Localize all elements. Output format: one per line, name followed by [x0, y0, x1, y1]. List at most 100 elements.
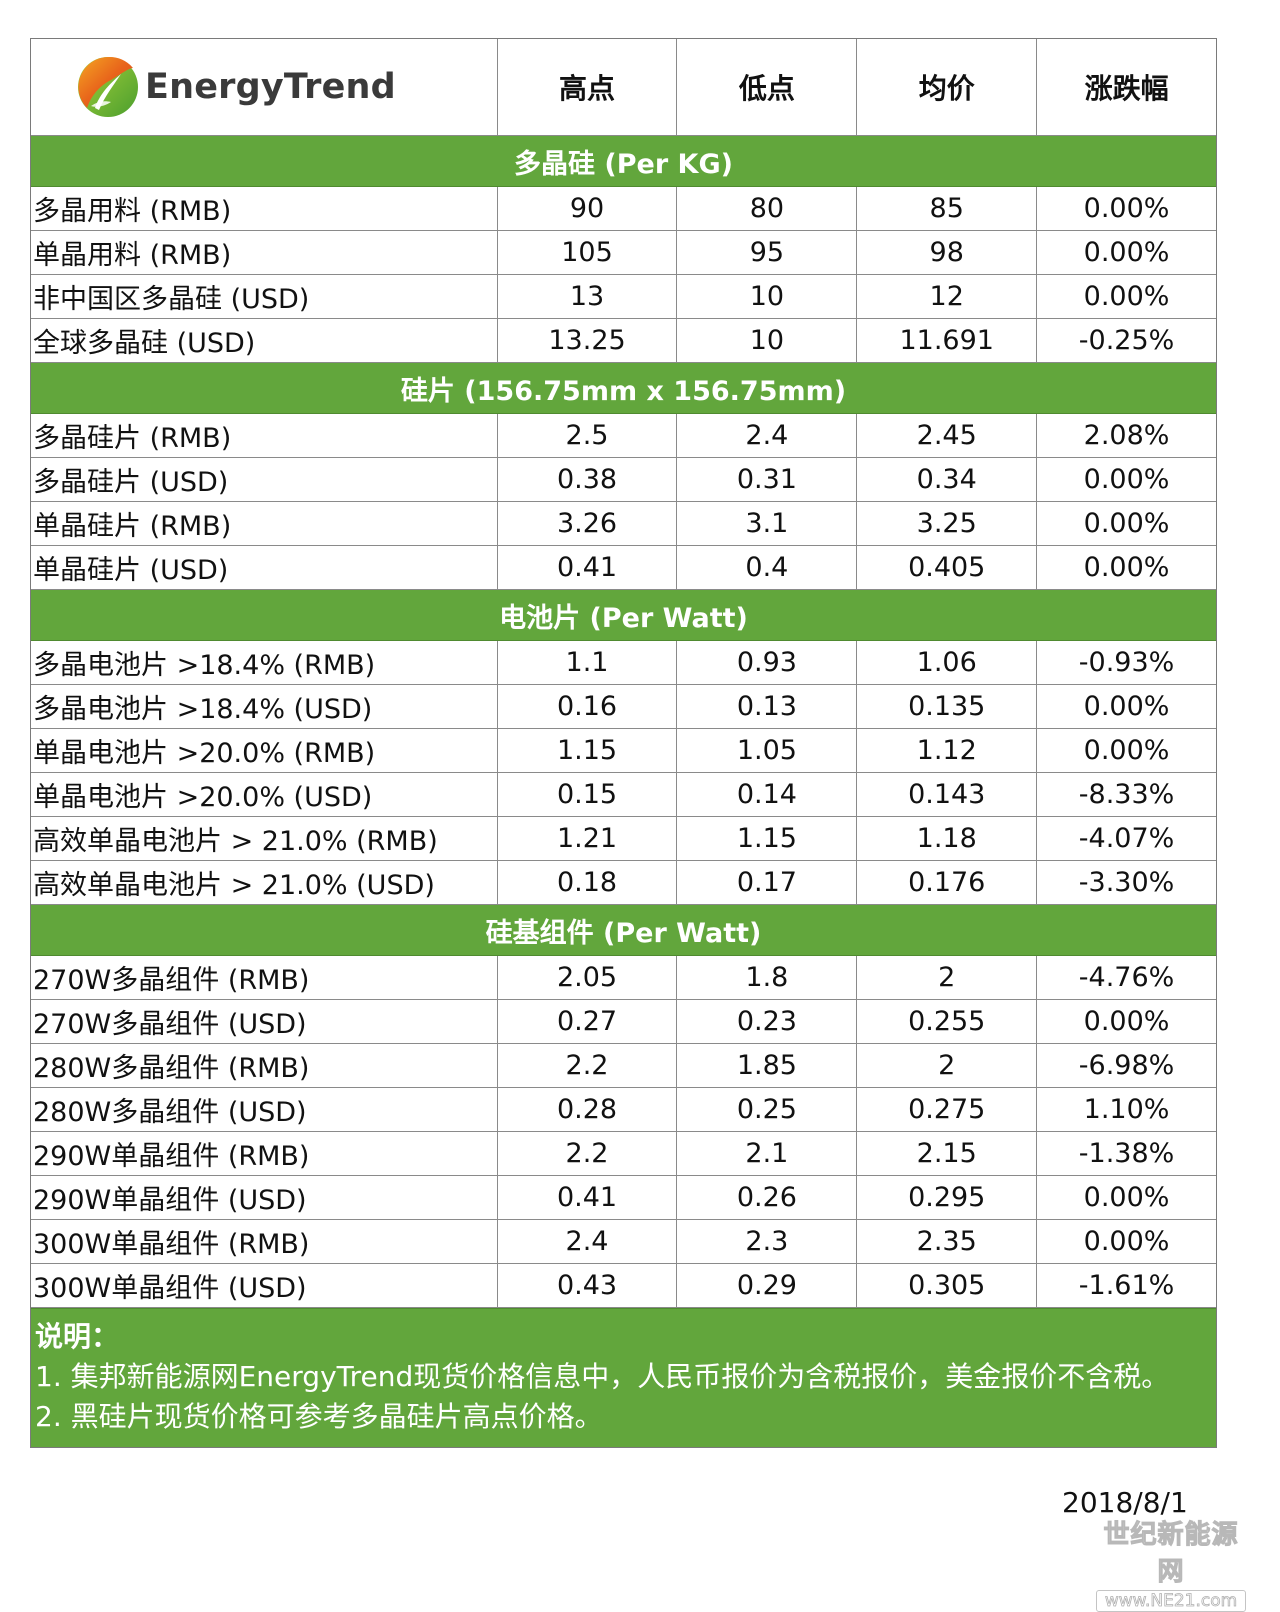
low-price: 0.14 [677, 773, 858, 816]
high-price: 1.15 [498, 729, 678, 772]
average-price: 12 [857, 275, 1038, 318]
average-price: 0.135 [857, 685, 1038, 728]
table-row: 高效单晶电池片 > 21.0% (USD) 0.18 0.17 0.176 -3… [31, 861, 1216, 905]
high-price: 0.43 [498, 1264, 678, 1307]
product-name: 多晶硅片 (RMB) [31, 414, 498, 457]
product-name: 多晶用料 (RMB) [31, 187, 498, 230]
table-header-row: EnergyTrend 高点 低点 均价 涨跌幅 [31, 39, 1216, 136]
watermark-title: 世纪新能源网 [1103, 1520, 1239, 1588]
high-price: 0.38 [498, 458, 678, 501]
logo: EnergyTrend [31, 39, 498, 135]
high-price: 0.15 [498, 773, 678, 816]
low-price: 3.1 [677, 502, 858, 545]
table-row: 高效单晶电池片 > 21.0% (RMB) 1.21 1.15 1.18 -4.… [31, 817, 1216, 861]
table-row: 单晶硅片 (USD) 0.41 0.4 0.405 0.00% [31, 546, 1216, 590]
table-row: 280W多晶组件 (RMB) 2.2 1.85 2 -6.98% [31, 1044, 1216, 1088]
product-name: 300W单晶组件 (RMB) [31, 1220, 498, 1263]
high-price: 2.05 [498, 956, 678, 999]
table-row: 300W单晶组件 (USD) 0.43 0.29 0.305 -1.61% [31, 1264, 1216, 1308]
column-header-low: 低点 [677, 39, 858, 135]
high-price: 2.5 [498, 414, 678, 457]
high-price: 90 [498, 187, 678, 230]
product-name: 单晶电池片 >20.0% (USD) [31, 773, 498, 816]
average-price: 3.25 [857, 502, 1038, 545]
watermark: 世纪新能源网 www.NE21.com [1096, 1514, 1246, 1612]
high-price: 1.1 [498, 641, 678, 684]
low-price: 0.4 [677, 546, 858, 589]
average-price: 2 [857, 1044, 1038, 1087]
product-name: 非中国区多晶硅 (USD) [31, 275, 498, 318]
table-row: 多晶电池片 >18.4% (USD) 0.16 0.13 0.135 0.00% [31, 685, 1216, 729]
column-header-average: 均价 [857, 39, 1038, 135]
price-change: 0.00% [1083, 735, 1170, 766]
section-header-modules: 硅基组件 (Per Watt) [31, 905, 1216, 956]
price-change: -0.93% [1078, 647, 1175, 678]
product-name: 高效单晶电池片 > 21.0% (USD) [31, 861, 498, 904]
high-price: 2.2 [498, 1132, 678, 1175]
low-price: 2.4 [677, 414, 858, 457]
leaf-circle-logo-icon [77, 56, 139, 118]
price-change: 0.00% [1083, 508, 1170, 539]
table-row: 多晶电池片 >18.4% (RMB) 1.1 0.93 1.06 -0.93% [31, 641, 1216, 685]
column-header-change: 涨跌幅 [1084, 72, 1169, 105]
average-price: 0.275 [857, 1088, 1038, 1131]
price-change: 0.00% [1083, 552, 1170, 583]
high-price: 0.18 [498, 861, 678, 904]
product-name: 280W多晶组件 (USD) [31, 1088, 498, 1131]
price-change: -6.98% [1078, 1050, 1175, 1081]
table-row: 270W多晶组件 (RMB) 2.05 1.8 2 -4.76% [31, 956, 1216, 1000]
high-price: 2.2 [498, 1044, 678, 1087]
product-name: 全球多晶硅 (USD) [31, 319, 498, 362]
average-price: 98 [857, 231, 1038, 274]
product-name: 多晶电池片 >18.4% (RMB) [31, 641, 498, 684]
product-name: 单晶电池片 >20.0% (RMB) [31, 729, 498, 772]
table-row: 单晶电池片 >20.0% (RMB) 1.15 1.05 1.12 0.00% [31, 729, 1216, 773]
price-change: 0.00% [1083, 464, 1170, 495]
average-price: 0.305 [857, 1264, 1038, 1307]
high-price: 0.28 [498, 1088, 678, 1131]
price-change: -0.25% [1078, 325, 1175, 356]
product-name: 300W单晶组件 (USD) [31, 1264, 498, 1307]
high-price: 13.25 [498, 319, 678, 362]
low-price: 2.3 [677, 1220, 858, 1263]
note-line-2: 2. 黑硅片现货价格可参考多晶硅片高点价格。 [35, 1400, 603, 1433]
section-header-polysilicon: 多晶硅 (Per KG) [31, 136, 1216, 187]
average-price: 0.176 [857, 861, 1038, 904]
low-price: 0.17 [677, 861, 858, 904]
high-price: 1.21 [498, 817, 678, 860]
average-price: 2.15 [857, 1132, 1038, 1175]
low-price: 1.05 [677, 729, 858, 772]
low-price: 1.15 [677, 817, 858, 860]
average-price: 0.255 [857, 1000, 1038, 1043]
price-change: -4.76% [1078, 962, 1175, 993]
table-row: 290W单晶组件 (USD) 0.41 0.26 0.295 0.00% [31, 1176, 1216, 1220]
low-price: 1.8 [677, 956, 858, 999]
table-row: 全球多晶硅 (USD) 13.25 10 11.691 -0.25% [31, 319, 1216, 363]
average-price: 2.45 [857, 414, 1038, 457]
product-name: 280W多晶组件 (RMB) [31, 1044, 498, 1087]
table-row: 多晶硅片 (USD) 0.38 0.31 0.34 0.00% [31, 458, 1216, 502]
price-change: 1.10% [1083, 1094, 1170, 1125]
high-price: 105 [498, 231, 678, 274]
product-name: 290W单晶组件 (RMB) [31, 1132, 498, 1175]
high-price: 0.41 [498, 546, 678, 589]
high-price: 0.41 [498, 1176, 678, 1219]
notes-panel: 说明： 1. 集邦新能源网EnergyTrend现货价格信息中，人民币报价为含税… [31, 1308, 1216, 1447]
average-price: 2.35 [857, 1220, 1038, 1263]
average-price: 1.06 [857, 641, 1038, 684]
low-price: 2.1 [677, 1132, 858, 1175]
product-name: 270W多晶组件 (RMB) [31, 956, 498, 999]
note-line-1: 1. 集邦新能源网EnergyTrend现货价格信息中，人民币报价为含税报价，美… [35, 1360, 1170, 1393]
report-date: 2018/8/1 [1062, 1486, 1188, 1519]
low-price: 10 [677, 319, 858, 362]
high-price: 13 [498, 275, 678, 318]
product-name: 多晶硅片 (USD) [31, 458, 498, 501]
table-row: 单晶用料 (RMB) 105 95 98 0.00% [31, 231, 1216, 275]
average-price: 0.143 [857, 773, 1038, 816]
low-price: 0.23 [677, 1000, 858, 1043]
low-price: 0.13 [677, 685, 858, 728]
low-price: 1.85 [677, 1044, 858, 1087]
product-name: 单晶用料 (RMB) [31, 231, 498, 274]
low-price: 0.31 [677, 458, 858, 501]
price-change: -1.38% [1078, 1138, 1175, 1169]
